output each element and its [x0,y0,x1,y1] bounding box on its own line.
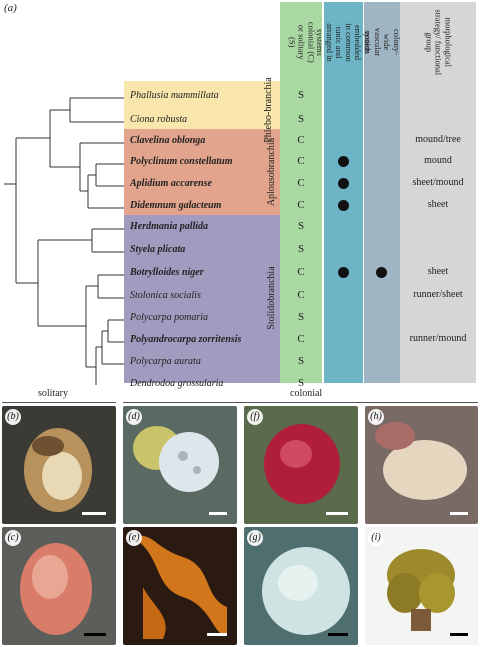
colonial-solitary-value: S [297,220,305,232]
strategy-value: mound [424,155,452,166]
trait-header-strategy: morphological strategy/ functional group [424,9,454,75]
tree-branch [69,97,124,123]
photo-g: (g) [244,527,358,645]
photo-d: (d) [123,406,237,524]
species-name: Phallusia mammillata [130,90,219,101]
photo-i: (i) [365,527,478,645]
group-block-phlebobranchia [124,81,280,129]
scale-bar [326,512,348,515]
species-name: Polycarpa aurata [130,356,201,367]
strategy-value: sheet [427,266,449,277]
colonial-solitary-value: S [297,113,305,125]
strategy-value: runner/sheet [413,289,463,300]
photo-f: (f) [244,406,358,524]
colonial-solitary-value: C [297,333,305,345]
section-label-solitary: solitary [38,388,68,399]
strategy-value: runner/mound [409,333,467,344]
systems-dot [338,178,349,189]
trait-column-vascular [364,2,400,383]
group-label-aplousobranchia: Aplousobranchia [266,137,277,207]
trait-column-strategy [400,2,476,383]
species-name: Didemnum galacteum [130,200,222,211]
species-name: Polyandrocarpa zorritensis [130,334,242,345]
scale-bar [82,512,106,515]
colonial-solitary-value: C [297,289,305,301]
group-block-aplousobranchia [124,129,280,215]
colonial-solitary-value: C [297,134,305,146]
colonial-solitary-value: S [297,355,305,367]
strategy-value: sheet [427,199,449,210]
species-name: Polycarpa pomaria [130,312,209,323]
species-name: Stolonica socialis [130,290,201,301]
group-label-stolidobranchia: Stolidobranchia [266,266,277,330]
vascular-dot [376,267,387,278]
trait-column-colonial [280,2,322,383]
trait-header-vascular: colony-wide vascular system [363,27,403,57]
photo-label: (h) [368,409,384,425]
photo-h: (h) [365,406,478,524]
scale-bar [450,512,468,515]
photo-label: (c) [5,530,21,546]
photo-c: (c) [2,527,116,645]
colonial-solitary-value: S [297,377,305,389]
strategy-value: sheet/mound [412,177,464,188]
section-label-colonial: colonial [290,388,323,399]
species-name: Aplidium accarense [130,178,212,189]
photo-label: (e) [126,530,142,546]
photo-label: (g) [247,530,263,546]
trait-header-systems: zooids embedded in common tunic and arra… [315,22,374,62]
photo-b: (b) [2,406,116,524]
scale-bar [84,633,106,636]
colonial-solitary-value: C [297,177,305,189]
scale-bar [207,633,227,636]
trait-column-systems [324,2,363,383]
colonial-solitary-value: S [297,243,305,255]
colonial-solitary-value: S [297,311,305,323]
colonial-solitary-value: S [297,89,305,101]
colonial-solitary-value: C [297,155,305,167]
scale-bar [209,512,227,515]
systems-dot [338,200,349,211]
section-line-colonial [123,402,478,403]
group-block-stolidobranchia [124,215,280,383]
species-name: Styela plicata [130,244,186,255]
phylogenetic-tree [4,97,124,385]
systems-dot [338,156,349,167]
photo-label: (f) [247,409,263,425]
panel-a-label: (a) [4,2,17,14]
scale-bar [328,633,348,636]
photo-label: (b) [5,409,21,425]
photo-label: (d) [126,409,142,425]
species-name: Botrylloides niger [130,267,204,278]
strategy-value: mound/tree [415,134,461,145]
photo-e: (e) [123,527,237,645]
species-name: Dendrodoa grossularia [130,378,224,389]
colonial-solitary-value: C [297,266,305,278]
section-line-solitary [2,402,116,403]
species-name: Polyclinum constellatum [130,156,233,167]
colonial-solitary-value: C [297,199,305,211]
scale-bar [450,633,468,636]
photo-label: (i) [368,530,384,546]
species-name: Clavelina oblonga [130,135,206,146]
species-name: Herdmania pallida [130,221,209,232]
species-name: Ciona robusta [130,114,188,125]
systems-dot [338,267,349,278]
